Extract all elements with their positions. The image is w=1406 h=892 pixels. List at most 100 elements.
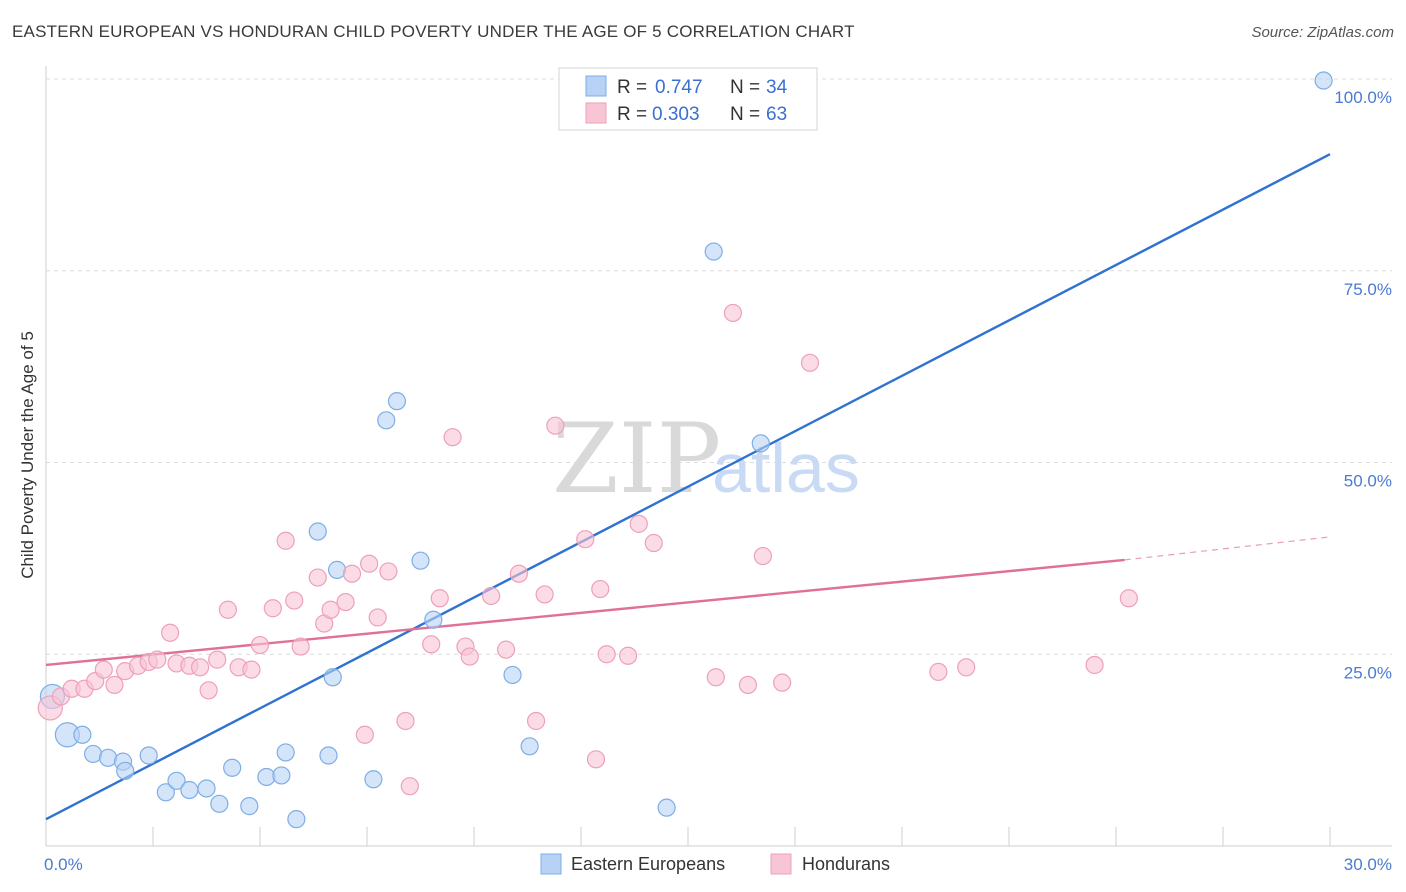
honduran-point	[105, 675, 124, 695]
eastern-point	[139, 746, 158, 765]
bottom-legend-swatch-honduran	[770, 853, 792, 875]
eastern-point	[411, 551, 430, 570]
legend-n-label-honduran: N =	[730, 104, 760, 125]
eastern-point	[327, 560, 347, 579]
honduran-point	[276, 531, 295, 550]
eastern-point	[308, 522, 327, 541]
honduran-point	[443, 428, 462, 447]
honduran-point	[618, 646, 638, 665]
honduran-point	[929, 662, 948, 681]
eastern-point	[1314, 71, 1333, 90]
legend-box: R = 0.747 N = 34 R = 0.303 N = 63	[558, 67, 818, 131]
honduran-point	[430, 589, 449, 608]
y-tick-label: 25.0%	[1344, 663, 1392, 682]
honduran-point	[460, 647, 479, 666]
honduran-point	[422, 635, 441, 654]
eastern-point	[751, 434, 770, 453]
honduran-point	[285, 591, 304, 610]
legend-n-value-eastern: 34	[766, 77, 788, 98]
legend-swatch-honduran	[585, 102, 607, 124]
honduran-point	[753, 546, 773, 566]
eastern-point	[503, 665, 522, 685]
eastern-point	[240, 797, 259, 816]
honduran-point	[1119, 589, 1138, 608]
honduran-point	[379, 562, 398, 581]
legend-n-label-eastern: N =	[730, 77, 760, 98]
bottom-legend-label-eastern: Eastern Europeans	[571, 854, 725, 874]
honduran-point	[535, 585, 554, 604]
x-tick-label: 0.0%	[44, 855, 83, 874]
eastern-point	[704, 242, 723, 261]
eastern-europeans-points	[39, 71, 1333, 829]
honduran-point	[773, 673, 792, 692]
honduran-point	[644, 533, 663, 553]
honduran-point	[321, 600, 340, 619]
eastern-point	[210, 794, 229, 813]
watermark-atlas: atlas	[712, 429, 860, 507]
honduran-point	[368, 608, 387, 627]
gridlines	[46, 78, 1392, 655]
eastern-point	[387, 392, 407, 411]
chart-source: Source: ZipAtlas.com	[1251, 24, 1394, 41]
honduran-point	[400, 777, 419, 796]
honduran-point	[597, 645, 616, 664]
eastern-point	[424, 610, 443, 629]
eastern-point	[156, 783, 175, 802]
honduran-point	[482, 586, 501, 606]
honduran-point	[190, 658, 210, 677]
eastern-point	[323, 668, 342, 687]
honduran-point	[208, 650, 227, 669]
honduran-point	[161, 623, 180, 642]
honduran-point	[586, 750, 606, 769]
honduran-point	[800, 353, 820, 372]
legend-r-value-honduran: 0.303	[652, 104, 700, 125]
honduran-point	[629, 514, 648, 533]
honduran-point	[218, 600, 237, 619]
chart-title: EASTERN EUROPEAN VS HONDURAN CHILD POVER…	[12, 22, 855, 41]
eastern-point	[287, 810, 306, 829]
honduran-point	[706, 668, 725, 687]
y-tick-label: 50.0%	[1344, 472, 1392, 491]
legend-r-value-eastern: 0.747	[655, 77, 703, 98]
eastern-point	[520, 737, 539, 756]
eastern-point	[276, 743, 295, 762]
honduran-trendline	[45, 558, 1125, 667]
x-tick-label: 30.0%	[1344, 855, 1392, 874]
honduran-point	[591, 579, 610, 599]
tick-labels: 25.0% 50.0% 75.0% 100.0% 0.0% 30.0%	[44, 88, 1392, 874]
honduran-point	[526, 711, 546, 731]
honduran-point	[509, 564, 529, 583]
honduran-trendline-extension	[1124, 536, 1331, 561]
eastern-point	[167, 771, 186, 790]
honduran-point	[546, 416, 565, 435]
honduran-point	[1085, 655, 1104, 675]
trendlines	[45, 153, 1331, 821]
honduran-point	[199, 681, 218, 700]
eastern-point	[364, 770, 383, 789]
eastern-point	[657, 798, 676, 817]
honduran-point	[723, 303, 743, 323]
eastern-point	[272, 766, 291, 785]
eastern-point	[257, 767, 276, 787]
honduran-point	[360, 554, 379, 573]
legend-r-label-honduran: R =	[617, 104, 647, 125]
honduran-point	[291, 637, 310, 656]
y-axis-title: Child Poverty Under the Age of 5	[18, 331, 37, 579]
honduran-point	[738, 675, 758, 695]
honduran-point	[148, 650, 167, 669]
axes	[45, 66, 1392, 847]
honduran-point	[308, 568, 327, 587]
honduran-point	[355, 725, 374, 744]
legend-n-value-honduran: 63	[766, 104, 787, 125]
legend-r-label-eastern: R =	[617, 77, 647, 98]
honduran-point	[576, 530, 595, 549]
y-tick-label: 75.0%	[1344, 280, 1392, 299]
honduran-point	[336, 592, 355, 612]
bottom-legend-swatch-eastern	[540, 853, 562, 875]
y-tick-label: 100.0%	[1334, 88, 1392, 107]
eastern-point	[180, 780, 199, 800]
honduran-point	[957, 658, 976, 677]
honduran-point	[342, 564, 362, 583]
eastern-point	[319, 746, 338, 765]
